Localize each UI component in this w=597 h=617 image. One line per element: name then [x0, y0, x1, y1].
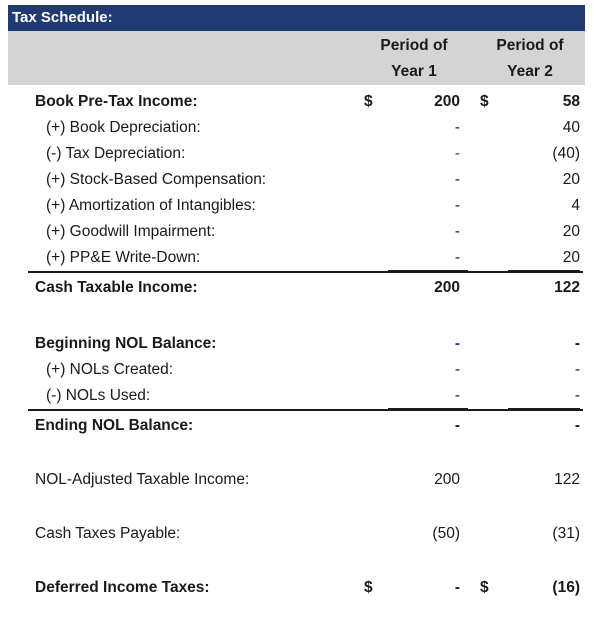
column-header: Period of Year 1 Period of Year 2 — [8, 31, 585, 85]
table-title: Tax Schedule: — [8, 5, 585, 31]
section-divider — [28, 271, 583, 273]
header-year2: Period of Year 2 — [496, 37, 564, 80]
nol-line-year1 — [388, 408, 468, 409]
nol-divider — [28, 409, 583, 411]
row-amortization: (+) Amortization of Intangibles: - 4 — [46, 197, 580, 214]
row-deferred-income-taxes: Deferred Income Taxes: $ - $ (16) — [35, 579, 580, 596]
row-cash-taxes-payable: Cash Taxes Payable: (50) (31) — [35, 525, 580, 542]
subtotal-line-year2 — [508, 270, 580, 271]
row-nol-adjusted-income: NOL-Adjusted Taxable Income: 200 122 — [35, 471, 580, 488]
row-book-depreciation: (+) Book Depreciation: - 40 — [46, 119, 580, 136]
row-cash-taxable-income: Cash Taxable Income: 200 122 — [35, 279, 580, 296]
row-ending-nol: Ending NOL Balance: - - — [35, 417, 580, 434]
subtotal-line-year1 — [388, 270, 468, 271]
row-goodwill-impairment: (+) Goodwill Impairment: - 20 — [46, 223, 580, 240]
row-nols-created: (+) NOLs Created: - - — [46, 361, 580, 378]
row-tax-depreciation: (-) Tax Depreciation: - (40) — [46, 145, 580, 162]
row-nols-used: (-) NOLs Used: - - — [46, 387, 580, 404]
header-year1: Period of Year 1 — [380, 37, 448, 80]
nol-line-year2 — [508, 408, 580, 409]
row-book-pretax-income: Book Pre-Tax Income: $ 200 $ 58 — [35, 93, 580, 110]
row-beginning-nol: Beginning NOL Balance: - - — [35, 335, 580, 352]
tax-schedule-table: Tax Schedule: Period of Year 1 Period of… — [8, 5, 585, 596]
row-stock-based-comp: (+) Stock-Based Compensation: - 20 — [46, 171, 580, 188]
row-ppe-writedown: (+) PP&E Write-Down: - 20 — [46, 249, 580, 266]
